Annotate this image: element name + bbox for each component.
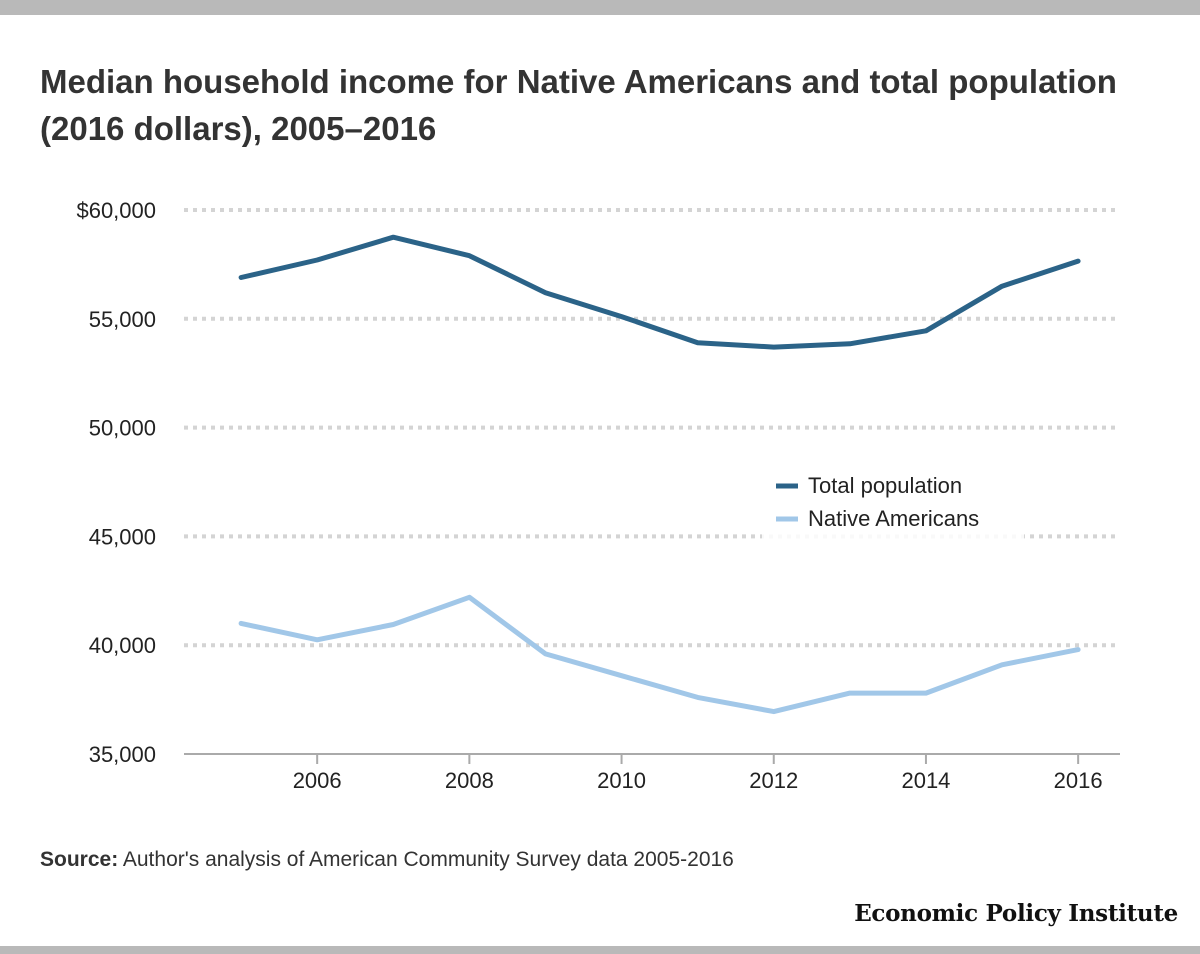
series-line-native-americans (238, 594, 1081, 715)
chart-title: Median household income for Native Ameri… (40, 63, 1117, 147)
series-line-total-population (238, 234, 1081, 350)
x-tick-label: 2010 (597, 768, 646, 793)
top-border-bar (0, 0, 1200, 15)
x-tick-label: 2016 (1054, 768, 1103, 793)
epi-logo: Economic Policy Institute (854, 900, 1178, 927)
y-tick-label: 35,000 (89, 742, 156, 767)
x-tick-label: 2012 (749, 768, 798, 793)
x-tick-label: 2008 (445, 768, 494, 793)
y-tick-label: $60,000 (76, 198, 156, 223)
y-tick-label: 50,000 (89, 416, 156, 441)
source-note: Source: Author's analysis of American Co… (40, 848, 734, 872)
x-axis: 2006 2008 2010 2012 2014 2016 (184, 753, 1120, 793)
legend-label: Native Americans (808, 506, 979, 531)
x-tick-label: 2006 (293, 768, 342, 793)
y-axis-labels: $60,000 55,000 50,000 45,000 40,000 35,000 (76, 198, 156, 767)
y-tick-label: 45,000 (89, 524, 156, 549)
gridlines (184, 208, 1120, 648)
bottom-border-bar (0, 946, 1200, 954)
y-tick-label: 55,000 (89, 307, 156, 332)
legend-background (762, 462, 1024, 542)
y-tick-label: 40,000 (89, 633, 156, 658)
source-label: Source: (40, 848, 119, 871)
legend-label: Total population (808, 473, 962, 498)
series-lines (238, 234, 1081, 715)
legend: Total population Native Americans (762, 462, 1024, 542)
source-text: Author's analysis of American Community … (118, 848, 734, 871)
x-tick-label: 2014 (901, 768, 950, 793)
